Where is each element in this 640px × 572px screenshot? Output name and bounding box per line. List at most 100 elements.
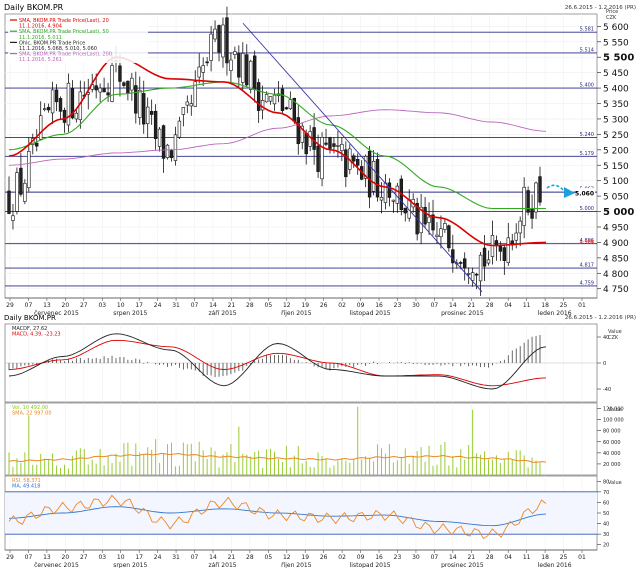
volume-y-axis: 120 000 100 000 80 000 60 000 40 000 20 000 <box>597 407 624 468</box>
candle-body <box>197 66 201 78</box>
month-label: červenec 2015 <box>34 310 79 317</box>
macd-tick-label: -40 <box>603 387 611 393</box>
candle-body <box>375 159 380 198</box>
candle-body <box>498 245 503 252</box>
candle-body <box>284 107 289 110</box>
date-tick-label: 30 <box>412 554 420 561</box>
date-tick-label: 26 <box>320 302 328 309</box>
candle-body <box>304 132 308 155</box>
macd-tick-label: 40 <box>603 335 609 341</box>
macd-grid <box>5 324 597 402</box>
candle-body <box>130 77 134 91</box>
date-tick-label: 16 <box>375 554 383 561</box>
price-axis-unit: CZK <box>606 15 617 21</box>
month-label: leden 2016 <box>538 310 572 317</box>
candle-body <box>300 125 304 143</box>
candle-body <box>62 109 67 123</box>
date-tick-label: 18 <box>541 554 549 561</box>
date-tick-label: 26 <box>320 554 328 561</box>
candle-body <box>118 65 122 82</box>
candle-body <box>506 237 510 263</box>
candle-body <box>134 85 138 114</box>
candle-body <box>526 190 530 213</box>
candle-body <box>201 65 205 73</box>
candle-body <box>439 228 443 238</box>
month-label: srpen 2015 <box>113 562 147 568</box>
candle-body <box>340 143 344 151</box>
macd-y-axis: 40 0 -40 <box>597 335 611 393</box>
sma50-line <box>8 81 546 210</box>
candle-body <box>173 134 178 161</box>
date-tick-label: 10 <box>117 554 125 561</box>
candle-body <box>193 81 197 107</box>
date-tick-label: 01 <box>578 302 586 309</box>
date-tick-label: 27 <box>80 302 88 309</box>
volume-tick-label: 120 000 <box>603 407 624 413</box>
rsi-axis-title: Value <box>608 480 622 486</box>
candle-body <box>514 232 518 241</box>
month-label: prosinec 2015 <box>441 310 484 317</box>
candle-body <box>272 94 277 105</box>
date-tick-label: 04 <box>504 554 512 561</box>
date-tick-label: 31 <box>172 302 180 309</box>
candle-body <box>142 93 146 125</box>
price-axis-title: Price <box>606 9 618 15</box>
month-label: listopad 2015 <box>350 310 391 317</box>
month-label: srpen 2015 <box>113 310 147 317</box>
price-tick-label: 5 450 <box>603 69 629 79</box>
legend-entry: SMA, BKOM.PR Trade Price(Last), 200 <box>19 52 112 58</box>
date-tick-label: 17 <box>135 554 143 561</box>
date-tick-label: 17 <box>135 302 143 309</box>
price-tick-label: 4 850 <box>603 254 629 264</box>
date-tick-label: 07 <box>431 302 439 309</box>
date-tick-label: 14 <box>449 302 457 309</box>
candle-body <box>11 215 15 221</box>
month-label: listopad 2015 <box>350 562 391 568</box>
macd-tick-label: 0 <box>603 361 606 367</box>
sma20-value-label: 4.904 <box>580 240 594 246</box>
level-label: 5.400 <box>580 83 594 89</box>
candle-body <box>161 125 166 159</box>
date-tick-label: 07 <box>25 302 33 309</box>
price-tick-label: 5 600 <box>603 23 629 33</box>
candle-body <box>233 51 237 56</box>
date-tick-label: 19 <box>301 554 309 561</box>
month-label: prosinec 2015 <box>441 562 484 568</box>
main-legend: SMA, BKOM.PR Trade Price(Last), 2011.1.2… <box>8 16 148 63</box>
legend-entry: 11.1.2016, 5.011 <box>19 35 62 41</box>
candle-body <box>451 249 455 264</box>
date-tick-label: 14 <box>209 554 217 561</box>
candle-body <box>50 89 55 114</box>
candle-body <box>352 155 356 162</box>
price-tick-label: 5 250 <box>603 131 629 141</box>
level-label: 5.000 <box>580 206 594 212</box>
candle-body <box>419 206 423 234</box>
main-panel-date-range: 26.6.2015 - 1.2.2016 (PR) <box>565 5 636 11</box>
price-tick-label: 5 300 <box>603 115 629 125</box>
candle-body <box>169 150 174 159</box>
level-label: 5.240 <box>580 132 594 138</box>
volume-panel-frame <box>4 402 598 476</box>
date-tick-label: 28 <box>486 302 494 309</box>
date-tick-label: 02 <box>338 302 346 309</box>
volume-legend-entry: Vol, 10 492.00 <box>12 405 48 411</box>
candle-body <box>387 182 392 198</box>
candle-body <box>328 137 332 149</box>
candle-body <box>126 80 130 94</box>
candle-body <box>221 24 225 58</box>
date-tick-label: 07 <box>431 554 439 561</box>
sma20-line <box>8 56 547 247</box>
main-panel-title: Daily BKOM.PR <box>4 3 64 12</box>
candle-body <box>241 53 245 83</box>
price-tick-label: 5 200 <box>603 146 629 156</box>
legend-entry: SMA, BKOM.PR Trade Price(Last), 50 <box>19 29 109 35</box>
macd-signal-line <box>8 339 547 387</box>
candle-body <box>7 190 11 214</box>
rsi-tick-label: 30 <box>603 532 609 538</box>
candle-body <box>332 143 336 147</box>
date-tick-label: 09 <box>357 302 365 309</box>
candle-body <box>66 82 71 126</box>
price-tick-label: 5 100 <box>603 177 629 187</box>
date-tick-label: 03 <box>98 554 106 561</box>
main-y-axis: 5 600 5 550 5 500 5 450 5 400 5 350 5 300 5 250… <box>597 23 634 295</box>
